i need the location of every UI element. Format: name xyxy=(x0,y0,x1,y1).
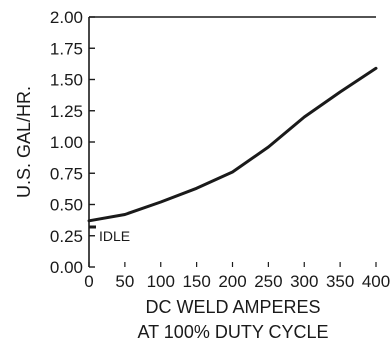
fuel-curve-line xyxy=(87,66,378,223)
x-tick-label: 150 xyxy=(182,272,210,291)
y-tick-label: 0.50 xyxy=(50,196,83,215)
plot-frame xyxy=(88,16,376,267)
y-axis-ticks: 0.00 0.25 0.50 0.75 1.00 1.25 1.50 1.75 2.00 xyxy=(50,8,95,277)
y-tick-label: 1.75 xyxy=(50,39,83,58)
series-group xyxy=(87,66,378,223)
y-tick-label: 1.25 xyxy=(50,102,83,121)
x-tick-label: 300 xyxy=(290,272,318,291)
x-tick-label: 100 xyxy=(147,272,175,291)
x-axis-title-line-2: AT 100% DUTY CYCLE xyxy=(137,322,328,342)
x-tick-label: 250 xyxy=(254,272,282,291)
y-tick-label: 0.75 xyxy=(50,164,83,183)
x-tick-label: 350 xyxy=(326,272,354,291)
x-tick-label: 50 xyxy=(115,272,134,291)
y-tick-label: 2.00 xyxy=(50,8,83,27)
x-tick-label: 0 xyxy=(84,272,93,291)
x-tick-label: 400 xyxy=(362,272,390,291)
annotations: IDLE xyxy=(89,225,130,244)
y-tick-label: 0.25 xyxy=(50,227,83,246)
y-tick-label: 1.00 xyxy=(50,133,83,152)
y-tick-label: 1.50 xyxy=(50,71,83,90)
x-axis-ticks: 0 50 100 150 200 250 300 350 400 xyxy=(84,262,390,291)
idle-label: IDLE xyxy=(99,228,130,244)
y-tick-label: 0.00 xyxy=(50,258,83,277)
y-axis-title: U.S. GAL/HR. xyxy=(14,86,34,198)
x-axis-title-line-1: DC WELD AMPERES xyxy=(145,297,320,317)
x-tick-label: 200 xyxy=(218,272,246,291)
